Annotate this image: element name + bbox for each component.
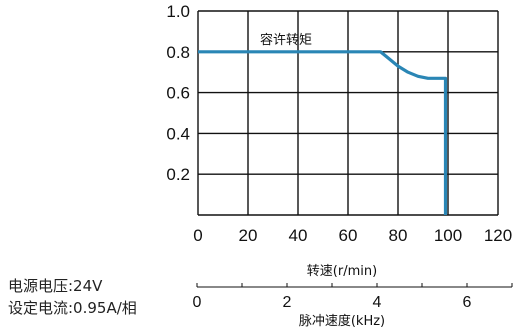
y-tick-label: 1.0	[166, 2, 190, 21]
y-tick-label: 0.8	[166, 43, 190, 62]
chart-series	[198, 50, 448, 215]
pulse-speed-axis: 0 2 4 6	[193, 283, 513, 311]
torque-curve	[198, 50, 448, 215]
x-tick-label: 80	[389, 226, 408, 245]
y-tick-label: 0.2	[166, 165, 190, 184]
chart-grid	[197, 10, 499, 216]
pulse-tick-label: 0	[193, 294, 202, 311]
y-axis-ticks: 0.2 0.4 0.6 0.8 1.0	[166, 2, 190, 184]
x-axis-label: 转速(r/min)	[307, 264, 377, 279]
pulse-axis-label: 脉冲速度(kHz)	[299, 313, 385, 329]
y-tick-label: 0.4	[166, 124, 190, 143]
x-tick-label: 40	[289, 226, 308, 245]
pulse-tick-label: 6	[463, 294, 472, 311]
y-tick-label: 0.6	[166, 84, 190, 103]
x-tick-label: 60	[339, 226, 358, 245]
supply-voltage-note: 电源电压:24V	[8, 277, 103, 295]
x-tick-label: 100	[434, 226, 462, 245]
set-current-note: 设定电流:0.95A/相	[8, 299, 137, 317]
x-axis-ticks: 0 20 40 60 80 100 120	[193, 226, 512, 245]
pulse-tick-label: 2	[283, 294, 292, 311]
x-tick-label: 0	[193, 226, 202, 245]
pulse-tick-label: 4	[373, 294, 382, 311]
series-label: 容许转矩	[260, 32, 312, 48]
x-tick-label: 120	[484, 226, 512, 245]
x-tick-label: 20	[239, 226, 258, 245]
